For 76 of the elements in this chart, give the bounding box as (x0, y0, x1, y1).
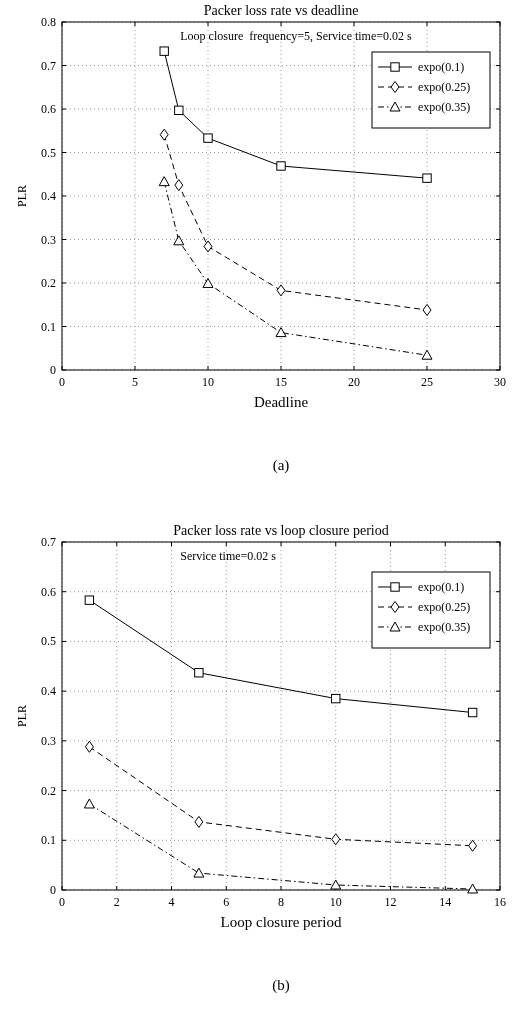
y-tick-label: 0.8 (41, 15, 56, 29)
point (422, 303, 432, 316)
annotation: Loop closure frequency=5, Service time=0.02 s (180, 29, 413, 43)
x-tick-label: 14 (439, 895, 452, 909)
point (158, 176, 170, 187)
y-tick-label: 0.7 (41, 58, 56, 73)
point (330, 879, 342, 890)
point (331, 833, 341, 846)
point (275, 327, 287, 338)
point (467, 707, 478, 718)
x-tick-label: 12 (384, 895, 397, 909)
point (193, 867, 205, 878)
x-tick-label: 10 (202, 375, 214, 389)
x-tick-label: 5 (132, 375, 138, 389)
x-tick-label: 4 (168, 895, 175, 909)
y-tick-label: 0.7 (41, 535, 56, 549)
x-tick-label: 2 (113, 895, 120, 909)
y-tick-label: 0.2 (41, 276, 56, 290)
chart-title: Packer loss rate vs deadline (203, 3, 359, 18)
point (421, 349, 433, 360)
legend-label: expo(0.1) (418, 60, 465, 74)
x-tick-label: 10 (329, 895, 342, 909)
x-tick-label: 8 (278, 895, 284, 909)
point (468, 839, 478, 852)
point (159, 128, 169, 141)
y-tick-label: 0.3 (41, 733, 56, 748)
legend-label: expo(0.25) (418, 80, 471, 94)
y-tick-label: 0.1 (41, 833, 56, 848)
x-axis-title: Deadline (253, 394, 309, 410)
point (331, 693, 341, 704)
text: (b) (272, 977, 290, 994)
point (194, 668, 204, 678)
text: (a) (272, 457, 290, 474)
point (84, 740, 94, 753)
point (202, 277, 214, 288)
point (174, 105, 184, 116)
x-tick-label: 15 (275, 375, 287, 389)
point (173, 235, 185, 246)
y-tick-label: 0.3 (41, 232, 56, 247)
point (203, 240, 213, 253)
y-tick-label: 0 (50, 363, 56, 377)
point (203, 133, 213, 143)
y-tick-label: 0.6 (41, 102, 56, 116)
point (422, 173, 432, 183)
point (467, 883, 479, 894)
y-tick-label: 0.4 (41, 684, 56, 699)
x-tick-label: 6 (223, 895, 230, 909)
legend-label: expo(0.35) (418, 100, 471, 114)
x-tick-label: 0 (59, 895, 65, 909)
y-tick-label: 0.6 (41, 584, 56, 599)
x-tick-label: 0 (59, 375, 65, 389)
y-tick-label: 0.5 (41, 634, 56, 649)
legend-label: expo(0.1) (418, 580, 465, 594)
legend-label: expo(0.25) (418, 600, 471, 614)
point (276, 161, 286, 171)
x-tick-label: 25 (421, 375, 433, 389)
point (194, 815, 204, 828)
y-tick-label: 0.4 (41, 189, 56, 203)
point (83, 798, 95, 809)
annotation: Service time=0.02 s (180, 549, 277, 563)
chart-title: Packer loss rate vs loop closure period (173, 523, 389, 538)
legend-label: expo(0.35) (418, 620, 471, 634)
x-tick-label: 16 (494, 895, 506, 909)
y-tick-label: 0.5 (41, 145, 56, 160)
y-axis-title: PLR (15, 704, 29, 728)
x-tick-label: 20 (348, 375, 360, 389)
point (159, 46, 169, 56)
point (174, 179, 184, 192)
y-tick-label: 0 (50, 883, 56, 897)
point (84, 595, 95, 605)
y-axis-title: PLR (15, 184, 29, 208)
point (276, 284, 286, 297)
x-axis-title: Loop closure period (220, 914, 342, 930)
y-tick-label: 0.1 (41, 319, 56, 334)
x-tick-label: 30 (494, 375, 506, 389)
y-tick-label: 0.2 (41, 783, 56, 798)
